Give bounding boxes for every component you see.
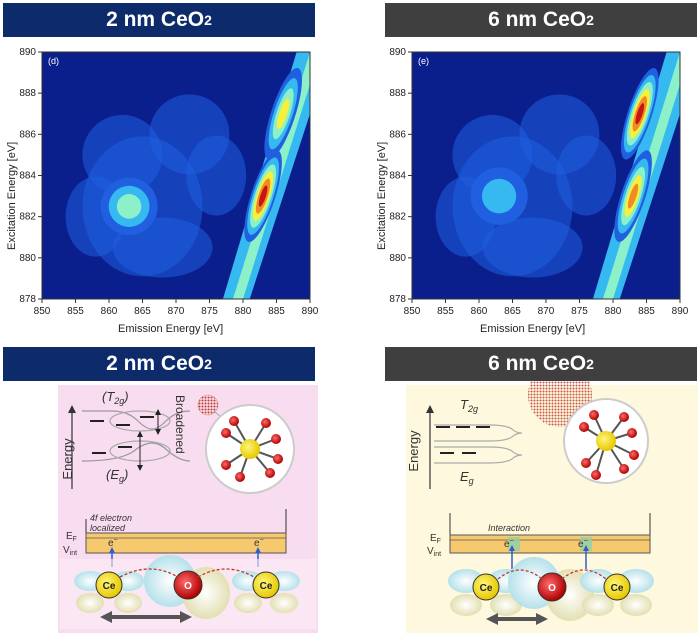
panel-letter: (d) (48, 56, 59, 66)
banner-2nm-bottom: 2 nm CeO 2 (3, 347, 315, 381)
ce-atom-left: Ce (74, 571, 144, 613)
x-tick-label: 885 (638, 306, 655, 317)
eg-label: Eg (460, 469, 474, 486)
y-tick-label: 890 (389, 47, 406, 58)
banner-2nm-top: 2 nm CeO 2 (3, 3, 315, 37)
y-tick-label: 880 (389, 253, 406, 264)
banner-2nm-top-sub: 2 (204, 12, 212, 28)
heatmap-region (82, 114, 163, 195)
banner-2nm-bottom-sub: 2 (204, 356, 212, 372)
y-tick-label: 884 (389, 171, 406, 182)
schematic-6nm: Energy T2g Eg Interaction EF Vint e− e− (406, 381, 698, 633)
x-tick-label: 850 (404, 306, 421, 317)
schematic-2nm: Energy (T2g) (Eg) Broadened 4f electron l… (58, 385, 318, 633)
y-tick-label: 878 (389, 294, 406, 305)
y-tick-label: 886 (19, 129, 36, 140)
y-tick-label: 890 (19, 47, 36, 58)
svg-text:Ce: Ce (103, 581, 116, 592)
x-axis-label: Emission Energy [eV] (118, 323, 224, 335)
energy-label: Energy (406, 430, 421, 472)
x-tick-label: 860 (101, 306, 118, 317)
y-tick-label: 884 (19, 171, 36, 182)
y-axis-label: Excitation Energy [eV] (376, 141, 388, 250)
heatmap-region (556, 135, 617, 216)
x-axis-label: Emission Energy [eV] (480, 323, 586, 335)
x-tick-label: 855 (67, 306, 84, 317)
y-tick-label: 888 (19, 88, 36, 99)
ef-label: EF (66, 531, 77, 543)
banner-6nm-top-sub: 2 (586, 12, 594, 28)
energy-arrow-icon (426, 405, 434, 413)
heatmap-region (186, 135, 247, 216)
x-tick-label: 865 (504, 306, 521, 317)
x-tick-label: 880 (235, 306, 252, 317)
vint-label: Vint (427, 546, 441, 558)
y-tick-label: 880 (19, 253, 36, 264)
y-tick-label: 882 (19, 212, 36, 223)
x-tick-label: 860 (471, 306, 488, 317)
ef-label: EF (430, 533, 441, 545)
nanoparticle-dot (197, 394, 219, 416)
broadened-label: Broadened (173, 395, 187, 454)
ce-o8-cluster-icon (579, 410, 639, 480)
interaction-label: Interaction (488, 523, 530, 533)
svg-text:Ce: Ce (480, 583, 493, 594)
ce-atom-right: Ce (580, 569, 654, 616)
banner-6nm-bottom-text: 6 nm CeO (488, 352, 587, 375)
x-tick-label: 880 (605, 306, 622, 317)
heatmap-peak (635, 103, 645, 125)
heatmap-2nm-svg: (d) 850 855 860 865 870 875 880 885 890 878 880 882 8… (19, 47, 319, 317)
svg-text:Ce: Ce (611, 583, 624, 594)
banner-2nm-top-text: 2 nm CeO (106, 8, 205, 31)
x-tick-label: 875 (571, 306, 588, 317)
heatmap-6nm: (e) 850 855 860 865 870 875 880 885 890 878 880 882 8… (370, 40, 700, 340)
heatmap-2nm: (d) 850 855 860 865 870 875 880 885 890 878 880 882 8… (0, 40, 330, 340)
electron-note: 4f electron localized (90, 513, 132, 533)
electron-right: e− (254, 537, 264, 549)
x-tick-label: 890 (302, 306, 319, 317)
o-atom: O (144, 555, 230, 619)
ce-atom-right: Ce (232, 571, 300, 613)
vint-label: Vint (63, 545, 77, 557)
x-tick-label: 890 (672, 306, 689, 317)
svg-text:O: O (184, 581, 192, 592)
x-tick-label: 870 (538, 306, 555, 317)
t2g-label: (T2g) (102, 389, 129, 406)
svg-text:O: O (548, 583, 556, 594)
y-tick-label: 888 (389, 88, 406, 99)
electron-left: e− (108, 537, 118, 549)
heatmap-peak (116, 194, 142, 219)
banner-2nm-bottom-text: 2 nm CeO (106, 352, 205, 375)
electron-right: e− (578, 538, 588, 550)
ce-o8-cluster-icon (221, 416, 283, 482)
eg-label: (Eg) (106, 467, 128, 484)
x-tick-label: 875 (201, 306, 218, 317)
x-tick-label: 865 (134, 306, 151, 317)
x-tick-label: 850 (34, 306, 51, 317)
y-tick-label: 878 (19, 294, 36, 305)
energy-label: Energy (60, 438, 75, 480)
svg-text:Ce: Ce (260, 581, 273, 592)
heatmap-6nm-svg: (e) 850 855 860 865 870 875 880 885 890 878 880 882 8… (389, 47, 689, 317)
band-bar (449, 534, 651, 554)
heatmap-peak (276, 98, 290, 130)
banner-6nm-bottom: 6 nm CeO 2 (385, 347, 697, 381)
y-axis-label: Excitation Energy [eV] (6, 141, 18, 250)
banner-6nm-top-text: 6 nm CeO (488, 8, 587, 31)
panel-letter: (e) (418, 56, 429, 66)
heatmap-peak (258, 185, 268, 207)
x-tick-label: 885 (268, 306, 285, 317)
banner-6nm-top: 6 nm CeO 2 (385, 3, 697, 37)
heatmap-peak (481, 178, 517, 214)
energy-arrow-icon (68, 405, 76, 413)
electron-left: e− (504, 538, 514, 550)
heatmap-region (482, 217, 583, 278)
x-tick-label: 870 (168, 306, 185, 317)
y-tick-label: 882 (389, 212, 406, 223)
heatmap-peak (627, 183, 639, 209)
banner-6nm-bottom-sub: 2 (586, 356, 594, 372)
y-tick-label: 886 (389, 129, 406, 140)
t2g-label: T2g (460, 397, 478, 414)
x-tick-label: 855 (437, 306, 454, 317)
